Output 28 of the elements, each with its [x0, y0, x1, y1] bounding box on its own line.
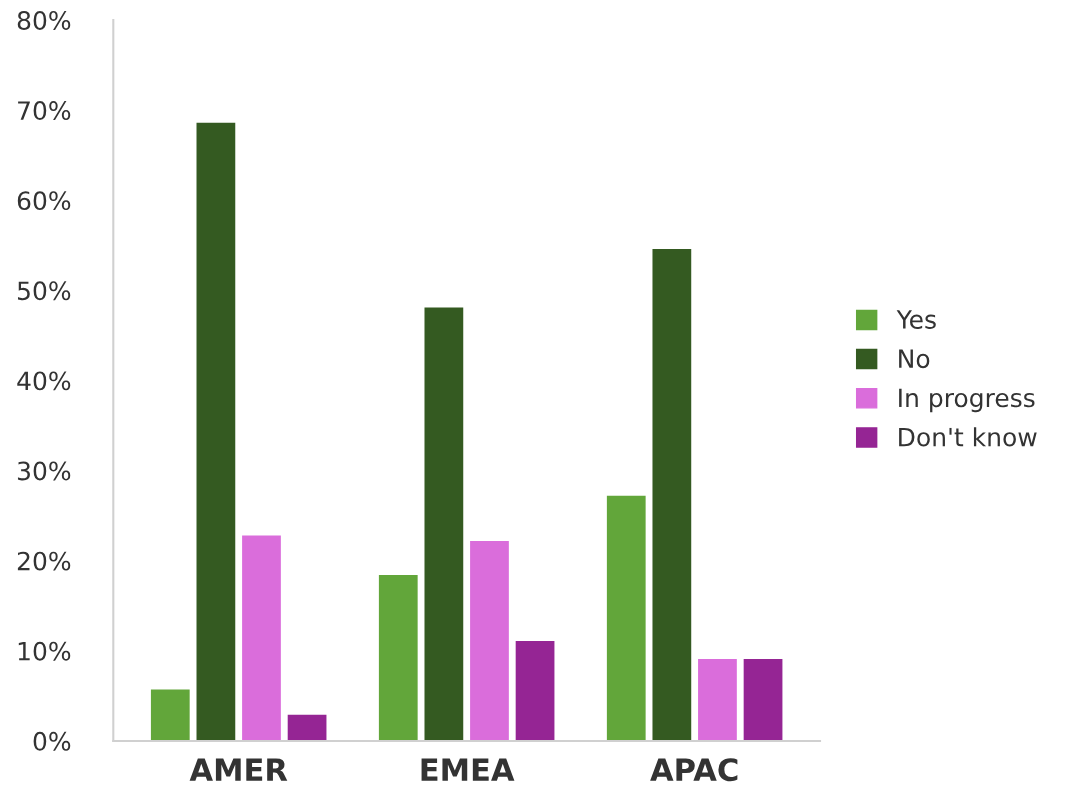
bar: [424, 307, 464, 741]
bar: [470, 540, 509, 741]
y-tick-label: 30%: [17, 461, 71, 481]
bar: [196, 122, 236, 741]
y-tick-label: 60%: [17, 191, 71, 211]
x-tick-label: AMER: [189, 758, 288, 781]
bar: [698, 658, 737, 741]
bar: [515, 640, 555, 741]
legend-label: No: [899, 349, 930, 369]
x-tick-label: APAC: [650, 758, 738, 782]
x-tick-label: EMEA: [421, 758, 515, 781]
bar: [652, 248, 692, 741]
legend-label: Don't know: [899, 427, 1037, 447]
y-tick-label: 20%: [17, 551, 71, 571]
y-tick-label: 50%: [17, 281, 71, 301]
bar: [150, 689, 190, 741]
y-tick-label: 70%: [18, 101, 71, 120]
legend-label: In progress: [899, 388, 1035, 413]
legend-label: Yes: [896, 310, 936, 329]
bar: [606, 495, 646, 741]
bar: [743, 658, 783, 741]
y-tick-label: 80%: [17, 10, 71, 30]
y-tick-label: 10%: [18, 641, 71, 661]
bar: [378, 575, 418, 741]
y-tick-label: 0%: [33, 731, 71, 751]
y-tick-label: 40%: [17, 371, 71, 391]
bar: [242, 535, 281, 741]
bar: [287, 714, 327, 741]
